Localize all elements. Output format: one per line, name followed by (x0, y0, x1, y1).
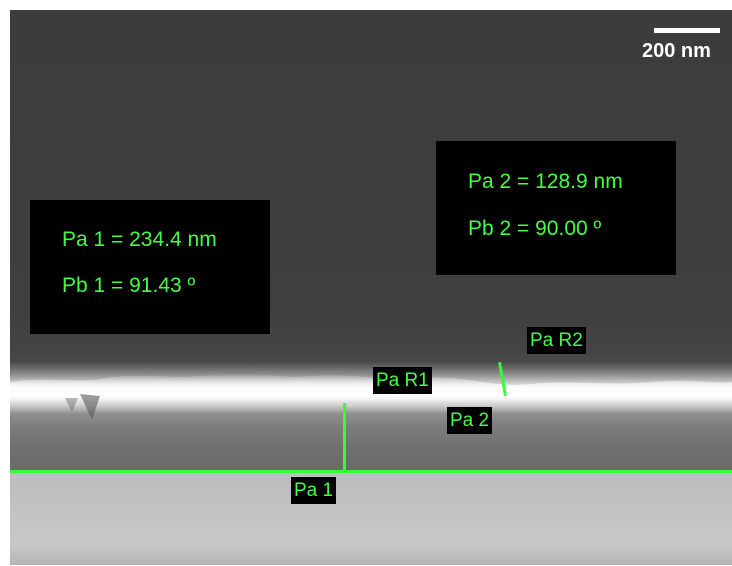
tag-pa-r2: Pa R2 (527, 327, 586, 354)
pa1-value: Pa 1 = 234.4 nm (62, 228, 217, 252)
pa2-value: Pa 2 = 128.9 nm (468, 170, 623, 194)
measurement-box-2: Pa 2 = 128.9 nm Pb 2 = 90.00 º (436, 141, 676, 275)
scale-bar (654, 28, 720, 33)
tag-pa-r1: Pa R1 (373, 367, 432, 394)
baseline-line (10, 470, 732, 473)
pb2-value: Pb 2 = 90.00 º (468, 217, 601, 241)
pb1-value: Pb 1 = 91.43 º (62, 274, 195, 298)
tag-pa2: Pa 2 (447, 407, 492, 434)
pa1-measure-line (343, 403, 346, 471)
measurement-box-1: Pa 1 = 234.4 nm Pb 1 = 91.43 º (30, 200, 270, 334)
sem-micrograph: Pa 1 = 234.4 nm Pb 1 = 91.43 º Pa 2 = 12… (10, 10, 732, 565)
tag-pa1: Pa 1 (291, 477, 336, 504)
scale-bar-label: 200 nm (642, 40, 711, 63)
